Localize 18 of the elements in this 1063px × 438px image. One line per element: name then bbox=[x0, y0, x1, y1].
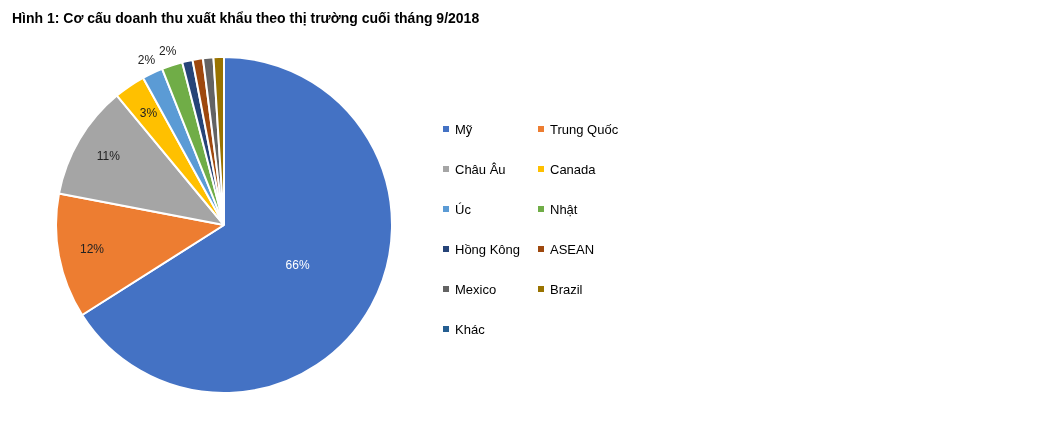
legend-label: Canada bbox=[550, 161, 596, 177]
legend-label: Mexico bbox=[455, 281, 497, 297]
data-label: 2% bbox=[137, 52, 156, 67]
data-label: 66% bbox=[285, 257, 310, 272]
data-label: 2% bbox=[159, 44, 177, 59]
legend-label: Hồng Kông bbox=[455, 241, 521, 257]
legend-label: Nhật bbox=[550, 201, 578, 217]
legend-label: Brazil bbox=[550, 281, 583, 297]
legend-label: Mỹ bbox=[455, 121, 473, 137]
data-label: 11% bbox=[96, 148, 121, 163]
legend-label: Châu Âu bbox=[455, 161, 506, 177]
legend-label: Khác bbox=[455, 321, 485, 337]
data-label: 12% bbox=[79, 242, 105, 257]
legend-label: ASEAN bbox=[550, 241, 595, 257]
data-label: 3% bbox=[139, 106, 158, 121]
legend-label: Trung Quốc bbox=[550, 121, 619, 137]
chart-title: Hình 1: Cơ cấu doanh thu xuất khẩu theo thị trường cuối tháng 9/2018 bbox=[12, 10, 480, 26]
legend-label: Úc bbox=[455, 201, 471, 217]
